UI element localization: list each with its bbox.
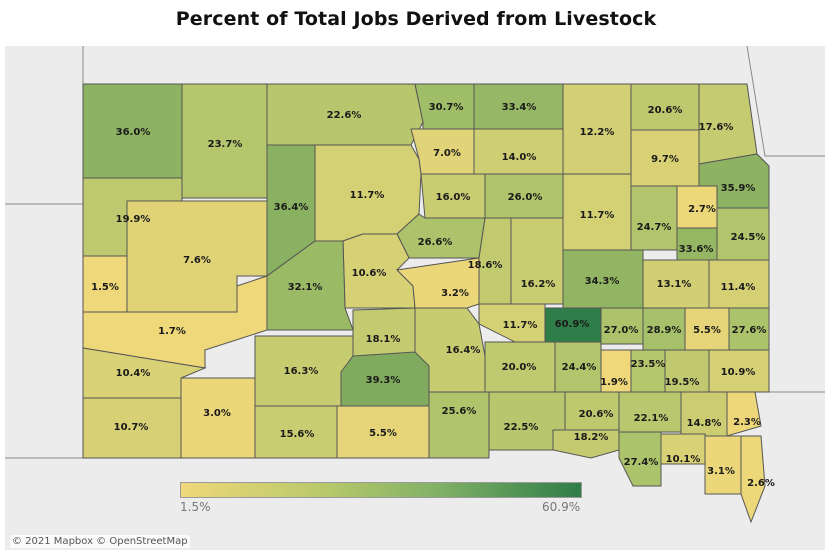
color-scale-bar — [180, 482, 582, 498]
county-value-label: 9.7% — [651, 154, 679, 165]
county-value-label: 10.6% — [352, 268, 387, 279]
county-value-label: 36.0% — [116, 127, 151, 138]
county-value-label: 35.9% — [721, 183, 756, 194]
county-value-label: 22.6% — [327, 110, 362, 121]
county-value-label: 30.7% — [429, 102, 464, 113]
county-region[interactable] — [618, 391, 682, 433]
county-value-label: 2.3% — [733, 417, 761, 428]
county-value-label: 27.0% — [604, 325, 639, 336]
county-value-label: 60.9% — [555, 319, 590, 330]
county-region[interactable] — [726, 391, 762, 437]
county-map[interactable]: 36.0% 23.7% 22.6% 30.7% 33.4% 12.2% 20.6% 17.6%… — [5, 46, 825, 550]
county-value-label: 2.6% — [747, 478, 775, 489]
county-region[interactable] — [428, 391, 490, 459]
county-value-label: 10.9% — [721, 367, 756, 378]
county-value-label: 15.6% — [280, 429, 315, 440]
county-value-label: 22.1% — [634, 413, 669, 424]
county-value-label: 20.0% — [502, 362, 537, 373]
county-value-label: 10.4% — [116, 368, 151, 379]
county-value-label: 17.6% — [699, 122, 734, 133]
county-region[interactable] — [618, 431, 662, 487]
map-attribution[interactable]: © 2021 Mapbox © OpenStreetMap — [10, 535, 190, 548]
county-value-label: 1.5% — [91, 282, 119, 293]
county-value-label: 18.1% — [366, 334, 401, 345]
county-value-label: 16.3% — [284, 366, 319, 377]
county-value-label: 1.9% — [600, 377, 628, 388]
county-value-label: 3.0% — [203, 408, 231, 419]
color-scale-min-label: 1.5% — [180, 500, 211, 514]
county-value-label: 11.7% — [503, 320, 538, 331]
county-value-label: 20.6% — [648, 105, 683, 116]
county-value-label: 34.3% — [585, 276, 620, 287]
map-area[interactable]: 36.0% 23.7% 22.6% 30.7% 33.4% 12.2% 20.6% 17.6%… — [5, 46, 825, 550]
county-value-label: 5.5% — [693, 325, 721, 336]
county-region[interactable] — [680, 391, 728, 437]
county-value-label: 3.1% — [707, 466, 735, 477]
county-value-label: 12.2% — [580, 127, 615, 138]
county-value-label: 14.0% — [502, 152, 537, 163]
county-value-label: 16.4% — [446, 345, 481, 356]
county-value-label: 11.7% — [350, 190, 385, 201]
county-region[interactable] — [352, 307, 416, 357]
county-value-label: 16.2% — [521, 279, 556, 290]
county-value-label: 14.8% — [687, 418, 722, 429]
county-region[interactable] — [708, 349, 770, 393]
county-value-label: 33.6% — [679, 244, 714, 255]
county-value-label: 27.6% — [732, 325, 767, 336]
county-value-label: 11.4% — [721, 282, 756, 293]
county-value-label: 33.4% — [502, 102, 537, 113]
county-value-label: 25.6% — [442, 406, 477, 417]
county-value-label: 39.3% — [366, 375, 401, 386]
county-labels: 36.0% 23.7% 22.6% 30.7% 33.4% 12.2% 20.6% 17.6%… — [91, 102, 775, 489]
county-value-label: 24.4% — [562, 362, 597, 373]
county-value-label: 7.6% — [183, 255, 211, 266]
county-region[interactable] — [82, 397, 182, 459]
color-scale-max-label: 60.9% — [542, 500, 581, 514]
county-value-label: 27.4% — [624, 457, 659, 468]
map-title: Percent of Total Jobs Derived from Lives… — [175, 8, 657, 30]
county-value-label: 23.7% — [208, 139, 243, 150]
counties-layer[interactable] — [82, 83, 770, 524]
county-value-label: 26.6% — [418, 237, 453, 248]
county-value-label: 10.7% — [114, 422, 149, 433]
county-value-label: 24.5% — [731, 232, 766, 243]
county-value-label: 22.5% — [504, 422, 539, 433]
county-value-label: 19.9% — [116, 214, 151, 225]
county-value-label: 10.1% — [666, 454, 701, 465]
county-value-label: 26.0% — [508, 192, 543, 203]
county-region[interactable] — [630, 349, 666, 393]
county-value-label: 19.5% — [665, 377, 700, 388]
county-value-label: 13.1% — [657, 279, 692, 290]
county-value-label: 32.1% — [288, 282, 323, 293]
county-value-label: 18.2% — [574, 432, 609, 443]
county-value-label: 11.7% — [580, 210, 615, 221]
county-region[interactable] — [630, 185, 678, 251]
county-region[interactable] — [552, 429, 620, 459]
county-value-label: 24.7% — [637, 222, 672, 233]
county-region[interactable] — [510, 217, 564, 305]
county-value-label: 23.5% — [631, 359, 666, 370]
county-value-label: 16.0% — [436, 192, 471, 203]
county-value-label: 2.7% — [688, 204, 716, 215]
county-region[interactable] — [704, 435, 742, 495]
county-value-label: 28.9% — [647, 325, 682, 336]
county-value-label: 7.0% — [433, 148, 461, 159]
county-value-label: 18.6% — [468, 260, 503, 271]
county-value-label: 3.2% — [441, 288, 469, 299]
county-value-label: 1.7% — [158, 326, 186, 337]
county-value-label: 20.6% — [579, 409, 614, 420]
county-region[interactable] — [740, 435, 766, 524]
county-value-label: 5.5% — [369, 428, 397, 439]
county-region[interactable] — [336, 405, 430, 459]
county-value-label: 36.4% — [274, 202, 309, 213]
